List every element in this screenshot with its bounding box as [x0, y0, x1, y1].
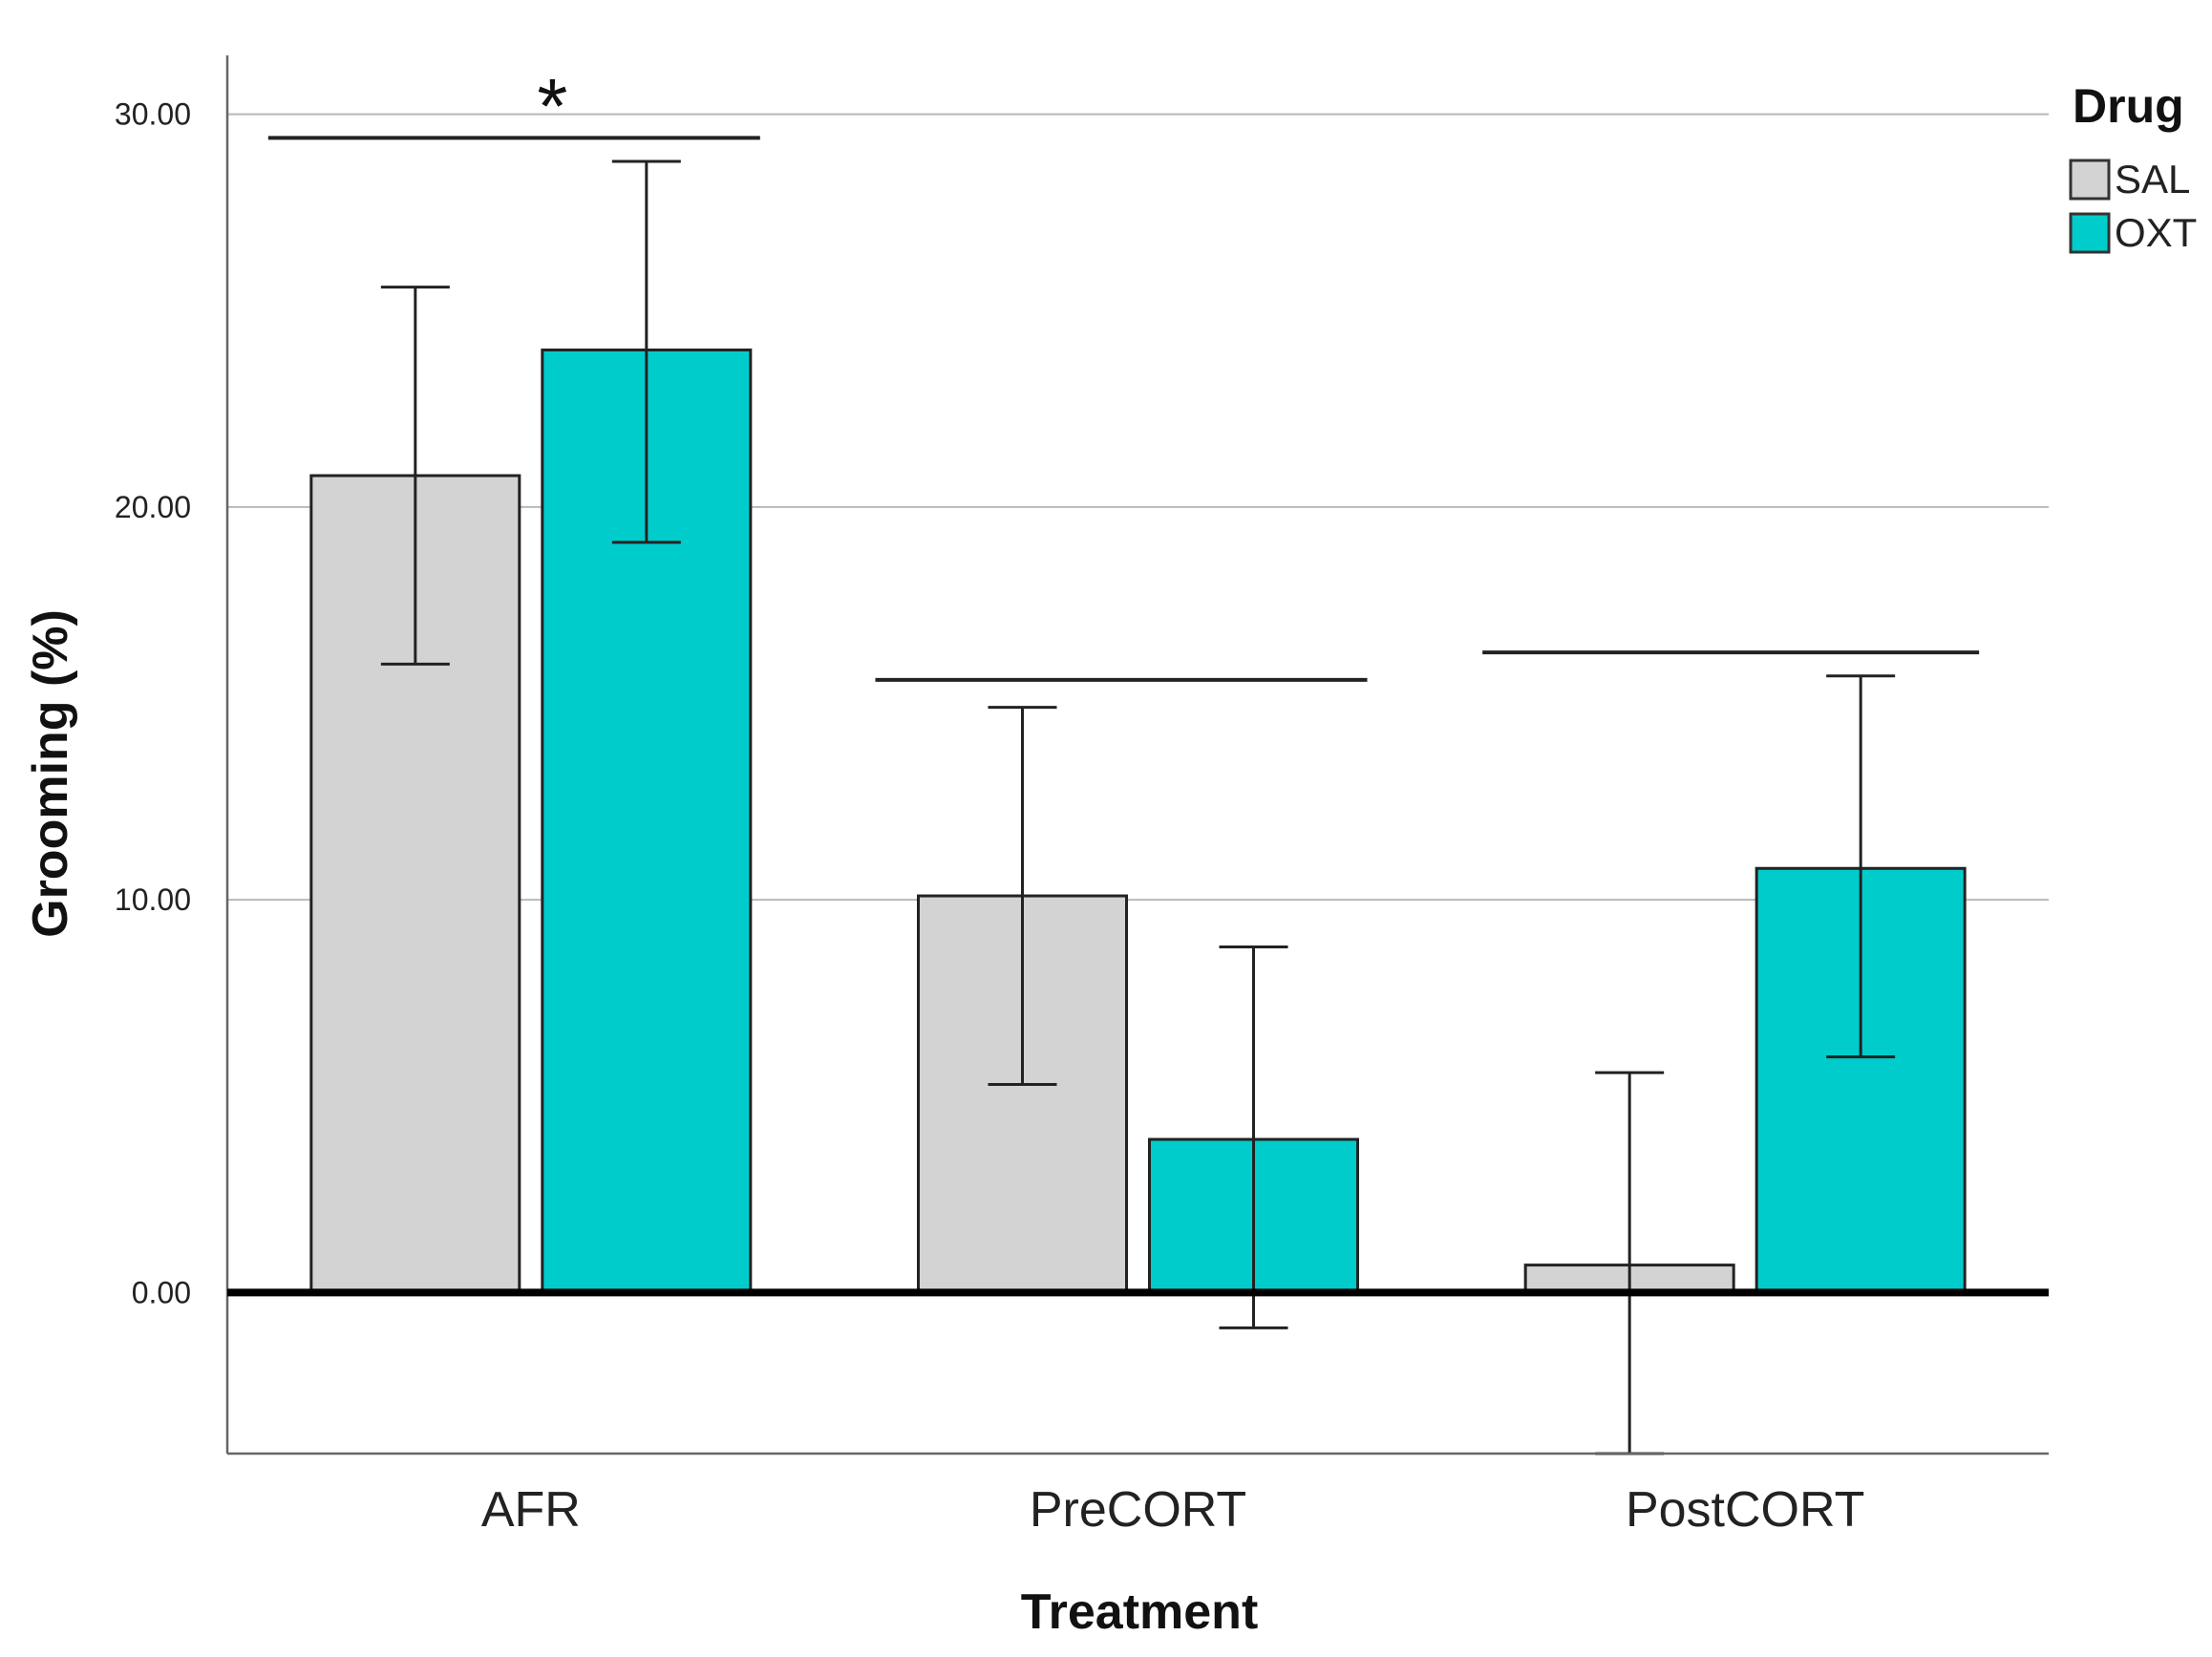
y-axis-title: Grooming (%) [23, 609, 78, 938]
error-bar-oxt-precort [1219, 945, 1288, 1329]
error-bar-sal-precort [988, 706, 1057, 1086]
legend-title: Drug [2073, 79, 2184, 133]
significance-star: * [537, 63, 567, 150]
x-tick-labels: AFR PreCORT PostCORT [481, 1482, 1865, 1538]
x-tick-label: AFR [481, 1482, 581, 1538]
legend: Drug SAL OXT [2069, 79, 2197, 255]
x-tick-label: PreCORT [1030, 1482, 1246, 1538]
y-tick-label: 0.00 [132, 1275, 191, 1309]
legend-items: SAL OXT [2069, 157, 2197, 255]
x-tick-label: PostCORT [1626, 1482, 1864, 1538]
gridlines [227, 113, 2049, 902]
y-tick-labels: 0.00 10.00 20.00 30.00 [115, 97, 191, 1310]
error-bar-sal-afr [380, 286, 450, 666]
legend-swatch-sal [2069, 159, 2111, 201]
bars [309, 348, 1967, 1294]
error-bar-sal-postcort [1595, 1071, 1665, 1455]
error-bar-oxt-afr [611, 159, 681, 544]
axes [225, 55, 2049, 1455]
y-tick-label: 30.00 [115, 97, 191, 132]
significance-annotations: * [267, 63, 1980, 682]
legend-label-oxt: OXT [2115, 210, 2197, 255]
y-tick-label: 10.00 [115, 882, 191, 917]
y-tick-label: 20.00 [115, 490, 191, 524]
error-bar-oxt-postcort [1826, 674, 1896, 1059]
legend-swatch-oxt [2069, 212, 2111, 254]
x-axis-title: Treatment [1021, 1584, 1259, 1640]
legend-label-sal: SAL [2115, 157, 2190, 202]
